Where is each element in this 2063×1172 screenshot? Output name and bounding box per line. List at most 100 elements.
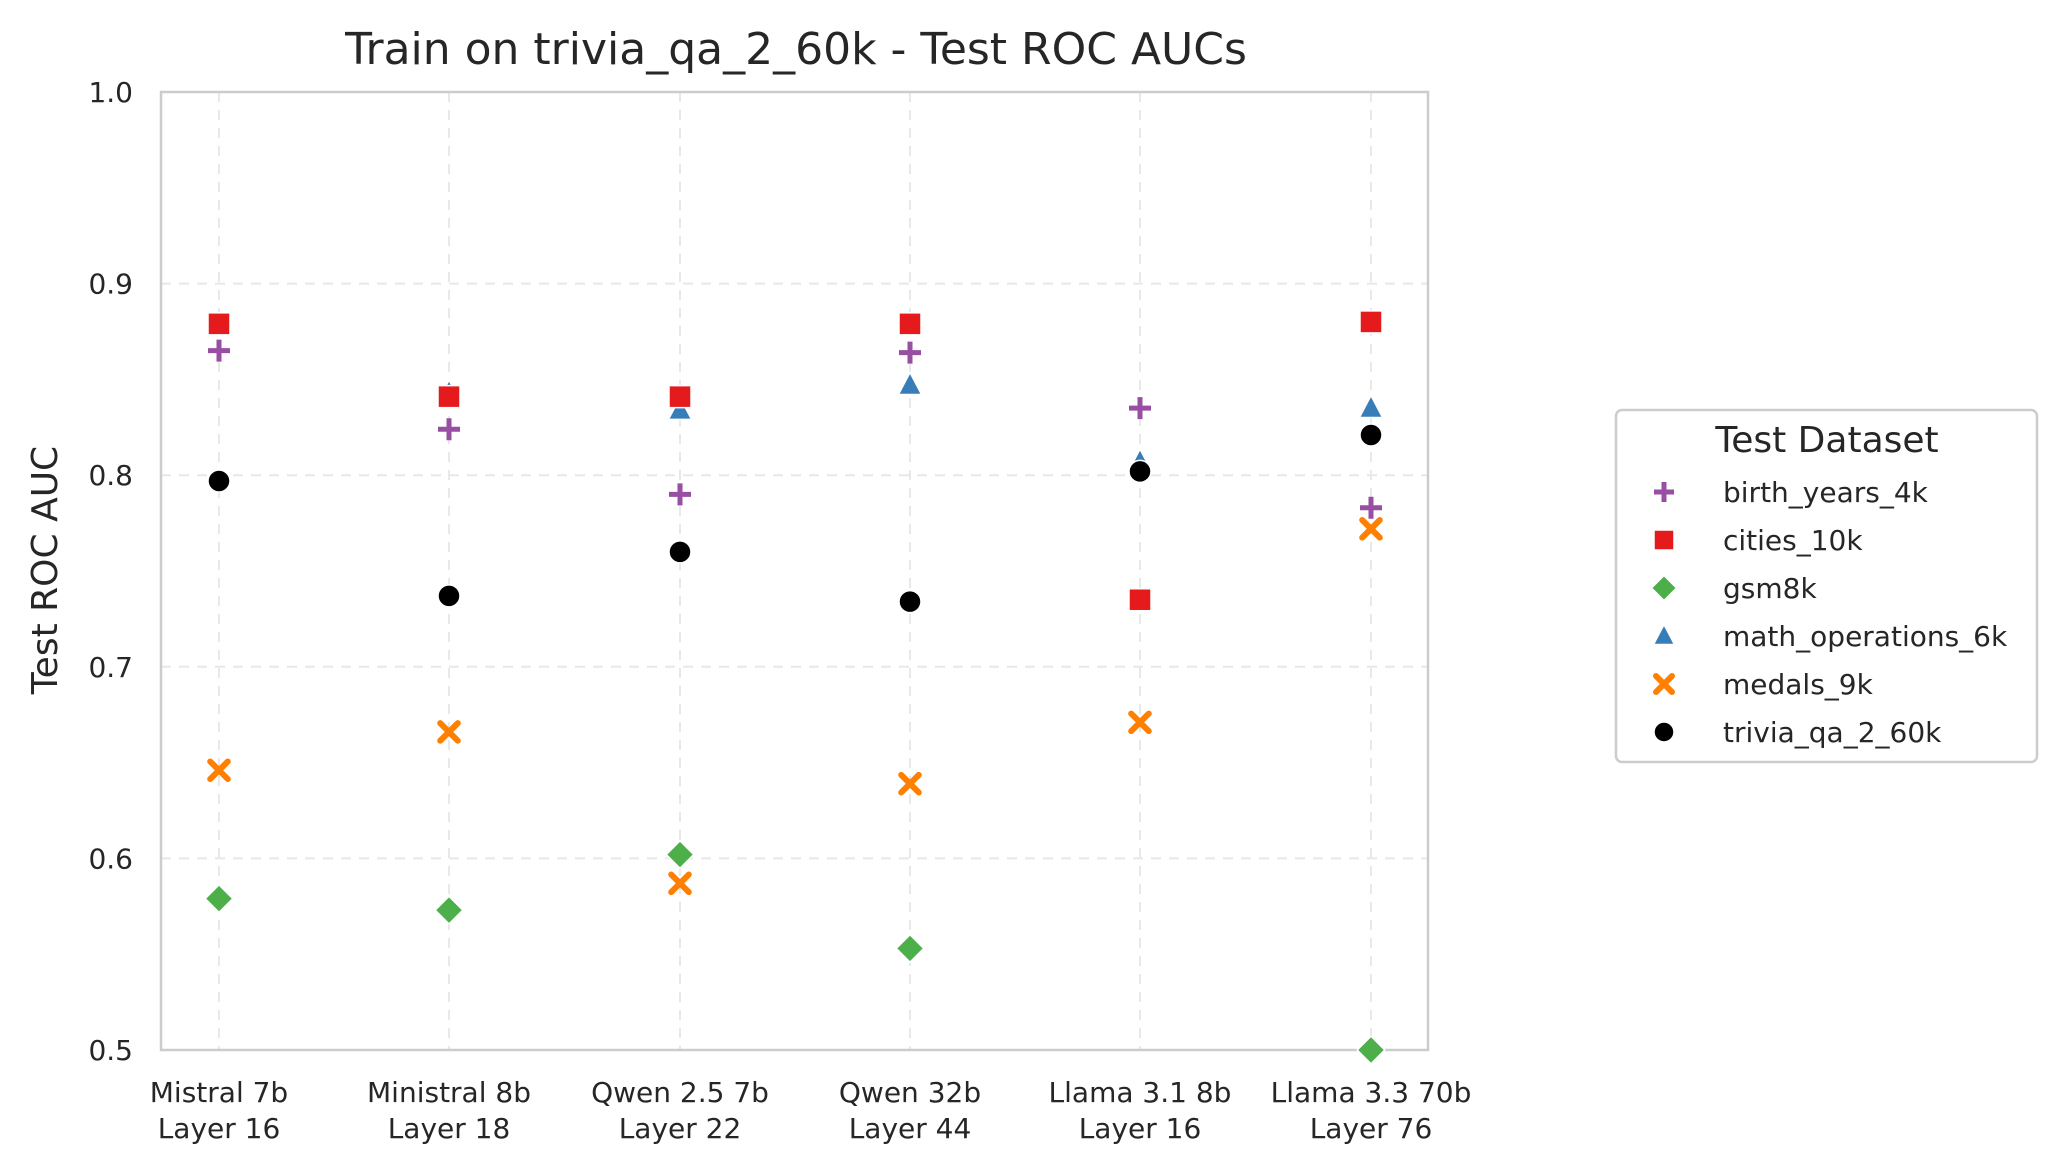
circle-marker — [207, 469, 231, 493]
point-trivia_qa_2_60k — [1359, 423, 1383, 447]
x-tick-label-layer: Layer 44 — [849, 1112, 972, 1145]
x-marker — [1359, 517, 1383, 541]
legend-label-birth_years_4k: birth_years_4k — [1723, 476, 1929, 509]
point-cities_10k — [1359, 310, 1383, 334]
legend-label-cities_10k: cities_10k — [1723, 524, 1863, 557]
x-tick-label: Llama 3.3 70b — [1271, 1076, 1472, 1109]
x-marker — [898, 771, 922, 796]
point-cities_10k — [668, 384, 692, 409]
point-birth_years_4k — [438, 418, 460, 441]
legend-marker-medals_9k — [1653, 673, 1675, 695]
chart-title: Train on trivia_qa_2_60k - Test ROC AUCs — [344, 24, 1247, 75]
plus-marker — [1129, 397, 1151, 420]
legend-marker-trivia_qa_2_60k — [1653, 721, 1675, 743]
x-tick-label-layer: Layer 16 — [1079, 1112, 1202, 1145]
point-medals_9k — [668, 871, 692, 896]
point-medals_9k — [898, 771, 922, 796]
x-tick-label: Ministral 8b — [367, 1076, 531, 1109]
point-medals_9k — [1359, 517, 1383, 541]
point-cities_10k — [898, 312, 922, 336]
point-birth_years_4k — [669, 483, 691, 506]
point-trivia_qa_2_60k — [668, 540, 692, 564]
square-marker — [1653, 529, 1675, 551]
point-math_operations_6k — [1358, 393, 1384, 419]
square-marker — [668, 384, 692, 409]
circle-marker — [1128, 459, 1152, 484]
point-gsm8k — [665, 839, 695, 870]
point-cities_10k — [207, 312, 231, 336]
x-tick-label: Qwen 2.5 7b — [591, 1076, 769, 1109]
circle-marker — [437, 584, 461, 608]
x-tick-label-layer: Layer 16 — [158, 1112, 281, 1145]
x-tick-label: Llama 3.1 8b — [1049, 1076, 1232, 1109]
y-tick-label: 1.0 — [88, 76, 133, 109]
legend-marker-gsm8k — [1650, 574, 1678, 602]
y-tick-label: 0.7 — [88, 651, 133, 684]
y-tick-label: 0.6 — [88, 842, 133, 875]
point-gsm8k — [1356, 1035, 1386, 1065]
legend-label-math_operations_6k: math_operations_6k — [1723, 620, 2008, 653]
point-cities_10k — [1128, 587, 1152, 612]
point-birth_years_4k — [1360, 496, 1382, 519]
diamond-marker — [1356, 1035, 1386, 1065]
point-gsm8k — [434, 895, 464, 925]
circle-marker — [898, 589, 922, 614]
plus-marker — [438, 418, 460, 441]
x-tick-label: Mistral 7b — [150, 1076, 288, 1109]
data-points — [204, 310, 1386, 1065]
diamond-marker — [1650, 574, 1678, 602]
x-marker — [1128, 710, 1152, 735]
point-birth_years_4k — [1129, 397, 1151, 420]
legend-box — [1614, 408, 2039, 764]
point-birth_years_4k — [208, 339, 230, 362]
y-axis-ticks: 0.5 0.6 0.7 0.8 0.9 1.0 — [88, 76, 133, 1067]
point-medals_9k — [1128, 710, 1152, 735]
plus-marker — [1654, 482, 1674, 502]
diamond-marker — [895, 933, 925, 964]
point-trivia_qa_2_60k — [207, 469, 231, 493]
x-marker — [207, 758, 231, 783]
x-tick-label: Qwen 32b — [839, 1076, 981, 1109]
y-axis-label: Test ROC AUC — [25, 446, 66, 695]
x-tick-label-layer: Layer 18 — [388, 1112, 511, 1145]
point-medals_9k — [437, 720, 461, 744]
point-trivia_qa_2_60k — [1128, 459, 1152, 484]
circle-marker — [1359, 423, 1383, 447]
plot-area-frame — [159, 90, 1430, 1052]
triangle-marker — [667, 395, 693, 421]
point-gsm8k — [895, 933, 925, 964]
legend-title: Test Dataset — [1714, 420, 1938, 461]
y-tick-label: 0.9 — [88, 268, 133, 301]
square-marker — [898, 312, 922, 336]
x-marker — [437, 720, 461, 744]
square-marker — [1128, 587, 1152, 612]
circle-marker — [1653, 721, 1675, 743]
point-trivia_qa_2_60k — [437, 584, 461, 608]
plus-marker — [208, 339, 230, 362]
x-tick-label-layer: Layer 22 — [619, 1112, 742, 1145]
point-math_operations_6k — [667, 395, 693, 421]
legend-label-trivia_qa_2_60k: trivia_qa_2_60k — [1723, 716, 1942, 749]
point-math_operations_6k — [897, 370, 923, 396]
square-marker — [1359, 310, 1383, 334]
plus-marker — [1360, 496, 1382, 519]
square-marker — [207, 312, 231, 336]
legend-label-gsm8k: gsm8k — [1723, 572, 1817, 605]
plus-marker — [669, 483, 691, 506]
point-trivia_qa_2_60k — [898, 589, 922, 614]
y-tick-label: 0.8 — [88, 459, 133, 492]
point-gsm8k — [204, 883, 234, 914]
x-marker — [668, 871, 692, 896]
point-medals_9k — [207, 758, 231, 783]
y-tick-label: 0.5 — [88, 1034, 133, 1067]
x-tick-label-layer: Layer 76 — [1310, 1112, 1433, 1145]
point-cities_10k — [437, 384, 461, 409]
diamond-marker — [204, 883, 234, 914]
legend-marker-math_operations_6k — [1652, 622, 1676, 646]
diamond-marker — [434, 895, 464, 925]
triangle-marker — [1652, 622, 1676, 646]
legend: Test Dataset birth_years_4k cities_10kgsm… — [1614, 408, 2039, 764]
circle-marker — [668, 540, 692, 564]
